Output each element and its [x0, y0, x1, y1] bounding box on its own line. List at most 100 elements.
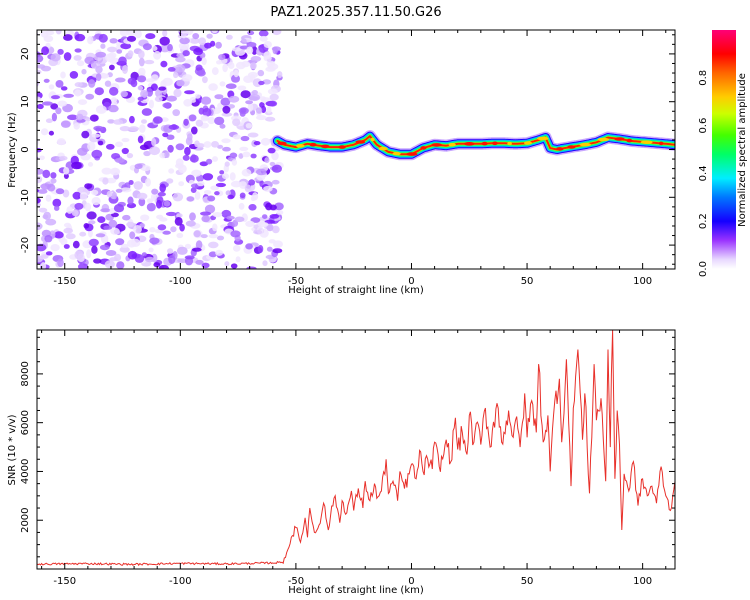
noise-speckle	[197, 181, 205, 187]
noise-speckle	[137, 75, 147, 83]
noise-speckle	[149, 237, 160, 245]
noise-speckle	[211, 67, 219, 76]
noise-speckle	[196, 69, 206, 77]
noise-speckle	[182, 154, 190, 161]
noise-speckle	[239, 146, 249, 152]
noise-speckle	[134, 254, 145, 263]
noise-speckle	[139, 124, 146, 133]
noise-speckle	[182, 50, 190, 57]
noise-speckle	[201, 215, 210, 223]
noise-speckle	[255, 168, 267, 176]
noise-speckle	[134, 163, 143, 170]
noise-speckle	[52, 198, 62, 208]
x-tick-label: -50	[288, 576, 304, 587]
noise-speckle	[238, 153, 244, 159]
noise-speckle	[166, 95, 178, 102]
noise-speckle	[178, 181, 185, 187]
noise-speckle	[37, 168, 44, 175]
noise-speckle	[175, 56, 186, 63]
noise-speckle	[241, 60, 250, 68]
noise-speckle	[42, 169, 51, 179]
noise-speckle	[63, 222, 72, 228]
noise-speckle	[106, 177, 117, 184]
noise-speckle	[208, 241, 219, 249]
noise-speckle	[97, 216, 106, 224]
noise-speckle	[145, 178, 151, 187]
noise-speckle	[178, 42, 190, 50]
figure-title: PAZ1.2025.357.11.50.G26	[270, 5, 441, 20]
noise-speckle	[258, 30, 269, 37]
noise-speckle	[195, 64, 203, 72]
noise-speckle	[74, 82, 83, 88]
noise-speckle	[230, 180, 242, 188]
noise-speckle	[91, 189, 99, 196]
noise-speckle	[211, 30, 218, 34]
noise-speckle	[189, 154, 199, 163]
noise-speckle	[262, 260, 268, 267]
x-tick-label: -150	[53, 276, 76, 287]
noise-speckle	[268, 100, 278, 107]
spectrogram-x-axis-label: Height of straight line (km)	[288, 285, 424, 296]
noise-speckle	[47, 183, 56, 192]
noise-speckle	[121, 147, 129, 155]
noise-speckle	[222, 105, 231, 114]
noise-speckle	[226, 34, 233, 40]
noise-speckle	[115, 77, 126, 83]
noise-speckle	[241, 168, 252, 177]
noise-speckle	[257, 69, 265, 77]
noise-speckle	[242, 151, 251, 158]
snr-ticks: -150 -100 -50 0 50 100 2000 4000 6000 8000	[20, 330, 675, 587]
noise-speckle	[108, 104, 119, 113]
noise-speckle	[195, 240, 203, 250]
noise-speckle	[232, 118, 241, 127]
colorbar-tick-label: 0.2	[698, 213, 709, 229]
noise-speckle	[245, 100, 254, 105]
ridge-peak	[296, 144, 305, 148]
noise-speckle	[87, 36, 94, 45]
noise-speckle	[138, 50, 145, 59]
noise-speckle	[257, 221, 269, 228]
noise-speckle	[127, 196, 134, 205]
noise-speckle	[40, 128, 49, 136]
x-tick-label: -100	[169, 576, 192, 587]
noise-speckle	[95, 65, 103, 74]
ridge-peak	[537, 136, 549, 141]
ridge-peak	[556, 147, 564, 151]
noise-speckle	[250, 153, 257, 159]
noise-speckle	[151, 138, 157, 147]
noise-speckle	[99, 73, 110, 79]
x-tick-label: -100	[169, 276, 192, 287]
noise-speckle	[184, 90, 195, 95]
noise-speckle	[37, 243, 47, 252]
noise-speckle	[207, 116, 216, 125]
noise-speckle	[235, 256, 241, 263]
y-tick-label: -20	[20, 237, 31, 253]
noise-speckle	[109, 64, 115, 71]
noise-speckle	[218, 54, 226, 61]
noise-speckle	[251, 45, 258, 55]
noise-speckle	[255, 107, 263, 114]
noise-speckle	[150, 193, 157, 201]
noise-speckle	[157, 224, 167, 231]
noise-speckle	[55, 107, 62, 115]
noise-speckle	[107, 119, 115, 124]
noise-speckle	[137, 192, 148, 200]
noise-speckle	[263, 185, 273, 192]
ridge-peak	[420, 146, 427, 150]
noise-speckle	[269, 93, 279, 101]
noise-speckle	[104, 260, 115, 269]
ridge-peak	[392, 151, 401, 156]
noise-speckle	[141, 108, 153, 116]
colorbar-tick-label: 0.4	[698, 165, 709, 181]
noise-speckle	[137, 96, 144, 102]
noise-speckle	[108, 219, 118, 228]
noise-speckle	[120, 243, 129, 248]
noise-speckle	[37, 79, 39, 88]
noise-speckle	[258, 80, 265, 86]
noise-speckle	[179, 223, 185, 232]
noise-speckle	[232, 245, 241, 252]
noise-speckle	[71, 161, 82, 170]
noise-speckle	[115, 141, 123, 148]
noise-speckle	[246, 46, 254, 55]
noise-speckle	[63, 167, 70, 175]
